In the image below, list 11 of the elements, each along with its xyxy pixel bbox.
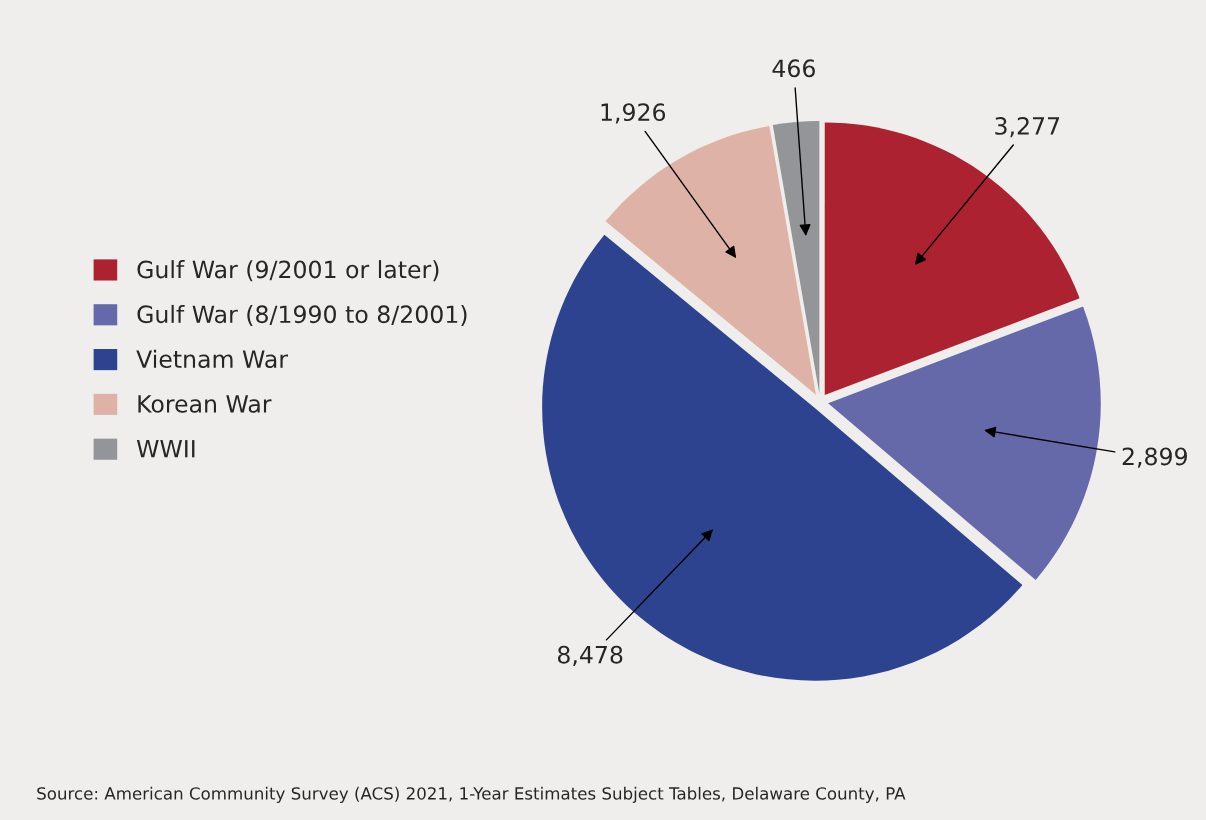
data-label: 466 <box>772 59 815 78</box>
legend-label: Gulf War (9/2001 or later) <box>137 260 439 282</box>
legend-label: Vietnam War <box>136 349 289 369</box>
data-label: 2,899 <box>1122 447 1187 468</box>
data-label: 3,277 <box>995 116 1060 138</box>
source-note: Source: American Community Survey (ACS) 2021, 1-Year Estimates Subject Tables, Delaware County, PA <box>37 786 906 803</box>
legend-label: WWII <box>136 440 195 458</box>
data-label: 1,926 <box>601 103 666 124</box>
data-label: 8,478 <box>557 645 623 667</box>
legend-label: Korean War <box>138 395 272 413</box>
legend-label: Gulf War (8/1990 to 8/2001) <box>137 304 467 326</box>
